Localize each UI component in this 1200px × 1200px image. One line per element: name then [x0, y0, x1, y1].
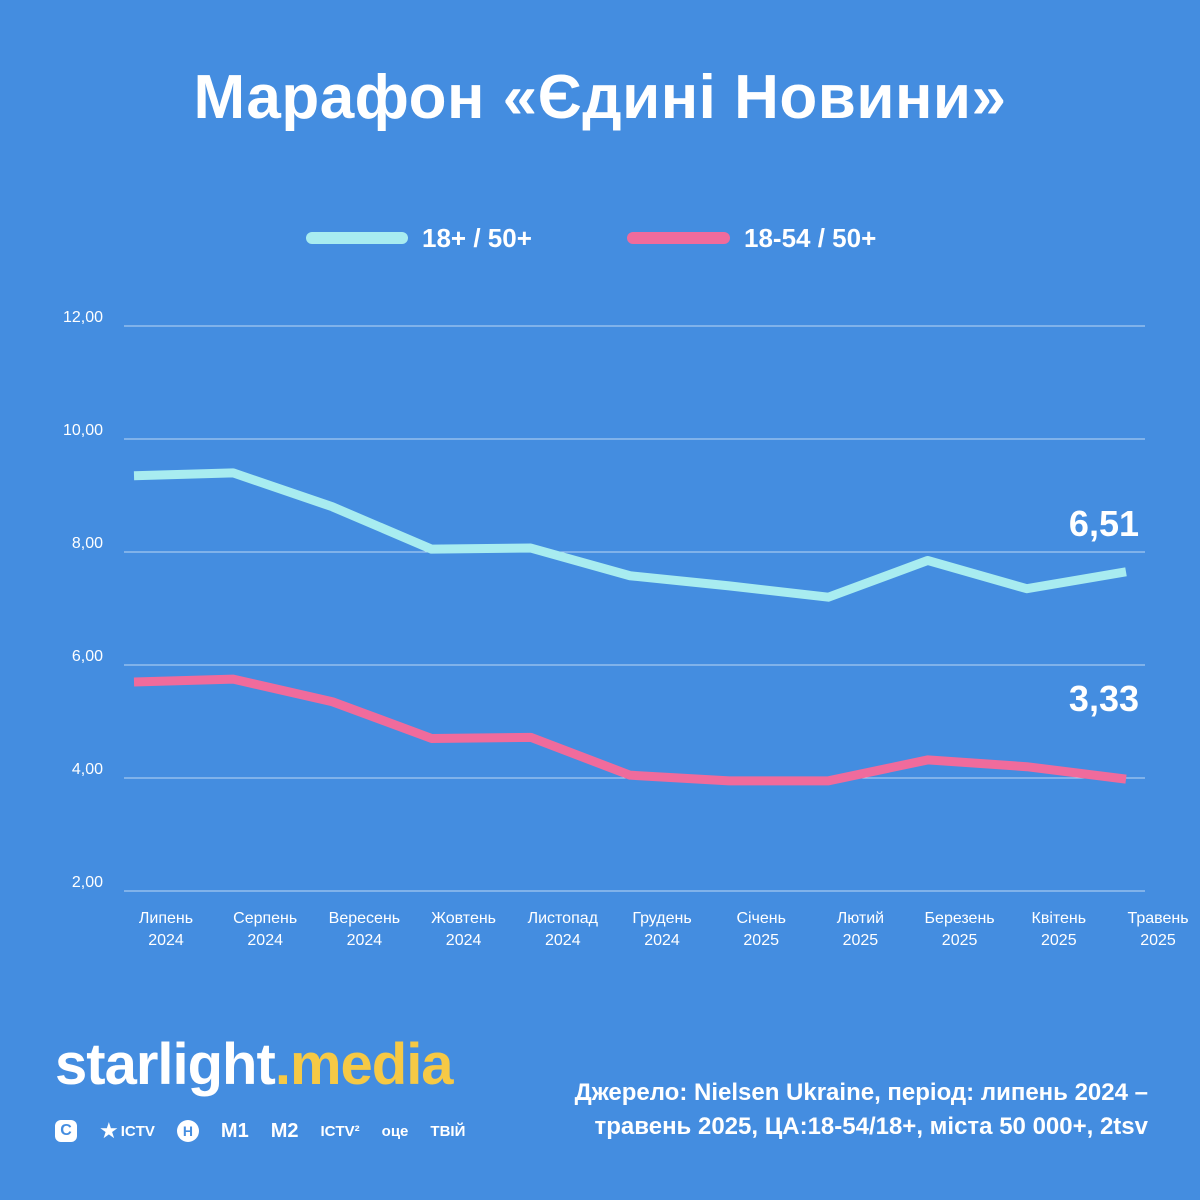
x-tick-label-line: 2025: [1041, 932, 1077, 949]
y-axis-ticks: 2,00 4,00 6,00 8,00 10,00 12,00: [63, 309, 103, 891]
legend-label-0: 18+ / 50+: [422, 223, 532, 253]
end-value-label-1: 3,33: [1069, 678, 1139, 719]
x-tick-label-line: 2025: [743, 932, 779, 949]
series-lines: [133, 468, 1127, 786]
y-tick-label: 12,00: [63, 309, 103, 326]
y-tick-label: 4,00: [72, 761, 103, 778]
ictv2-logo-icon: ICTV²: [320, 1122, 360, 1140]
x-tick-label-line: Листопад: [528, 910, 599, 927]
series-line-1: [133, 674, 1127, 786]
x-tick-label: Квітень 2025: [1032, 910, 1087, 949]
source-line-2: травень 2025, ЦА:18-54/18+, міста 50 000…: [594, 1113, 1148, 1140]
x-tick-label: Березень 2025: [925, 910, 995, 949]
x-tick-label-line: Липень: [139, 910, 193, 927]
x-tick-label-line: Жовтень: [431, 910, 496, 927]
x-tick-label-line: 2024: [545, 932, 581, 949]
source-line-1: Джерело: Nielsen Ukraine, період: липень…: [574, 1079, 1148, 1106]
end-value-label-0: 6,51: [1069, 503, 1139, 544]
x-tick-label-line: Квітень: [1032, 910, 1087, 927]
x-tick-label: Вересень 2024: [329, 910, 400, 949]
logo-accent: media: [289, 1032, 454, 1097]
logo-main: starlight: [55, 1032, 276, 1097]
chart-title: Марафон «Єдині Новини»: [193, 63, 1007, 132]
m2-logo-icon: M2: [270, 1119, 299, 1142]
end-labels: 6,51 3,33: [1069, 503, 1139, 719]
x-tick-label-line: 2025: [843, 932, 879, 949]
legend: 18+ / 50+ 18-54 / 50+: [306, 223, 876, 253]
x-tick-label-line: Серпень: [233, 910, 297, 927]
y-tick-label: 6,00: [72, 648, 103, 665]
x-tick-label: Листопад 2024: [528, 910, 599, 949]
x-tick-label: Серпень 2024: [233, 910, 297, 949]
y-tick-label: 2,00: [72, 874, 103, 891]
series-line-0: [133, 468, 1127, 602]
x-tick-label-line: Вересень: [329, 910, 400, 927]
tviy-logo-icon: ТВІЙ: [430, 1122, 466, 1140]
ictv-logo-icon: ★ ICTV: [99, 1118, 155, 1143]
channel-logos: C ★ ICTV H M1 M2 ICTV² оце ТВІЙ: [55, 1116, 465, 1146]
source-note: Джерело: Nielsen Ukraine, період: липень…: [488, 1076, 1148, 1144]
oce-logo-icon: оце: [381, 1122, 409, 1140]
x-tick-label: Травень 2025: [1127, 910, 1188, 949]
m1-logo-icon: M1: [220, 1119, 249, 1142]
x-tick-label: Липень 2024: [139, 910, 193, 949]
x-tick-label-line: 2025: [942, 932, 978, 949]
x-tick-label: Жовтень 2024: [431, 910, 496, 949]
x-tick-label: Лютий 2025: [837, 910, 884, 949]
x-tick-label-line: Лютий: [837, 910, 884, 927]
y-tick-label: 8,00: [72, 535, 103, 552]
x-tick-label: Грудень 2024: [632, 910, 691, 949]
legend-label-1: 18-54 / 50+: [744, 223, 876, 253]
gridlines: [124, 325, 1145, 892]
x-tick-label-line: 2024: [644, 932, 680, 949]
starlight-media-logo: starlight.media: [55, 1036, 454, 1094]
x-tick-label-line: 2025: [1140, 932, 1176, 949]
x-tick-label: Січень 2025: [736, 910, 786, 949]
x-tick-label-line: Січень: [736, 910, 786, 927]
line-chart: 18+ / 50+ 18-54 / 50+ 2,00 4,00 6,00 8,00 10,…: [63, 223, 1189, 949]
x-tick-label-line: Травень: [1127, 910, 1188, 927]
novyi-kanal-logo-icon: H: [176, 1120, 199, 1142]
stb-logo-icon: C: [55, 1120, 77, 1142]
x-tick-label-line: 2024: [446, 932, 482, 949]
x-tick-label-line: 2024: [247, 932, 283, 949]
x-tick-label-line: Березень: [925, 910, 995, 927]
x-tick-label-line: 2024: [347, 932, 383, 949]
x-tick-label-line: 2024: [148, 932, 184, 949]
x-tick-label-line: Грудень: [632, 910, 691, 927]
logo-dot: .: [274, 1032, 291, 1097]
y-tick-label: 10,00: [63, 422, 103, 439]
